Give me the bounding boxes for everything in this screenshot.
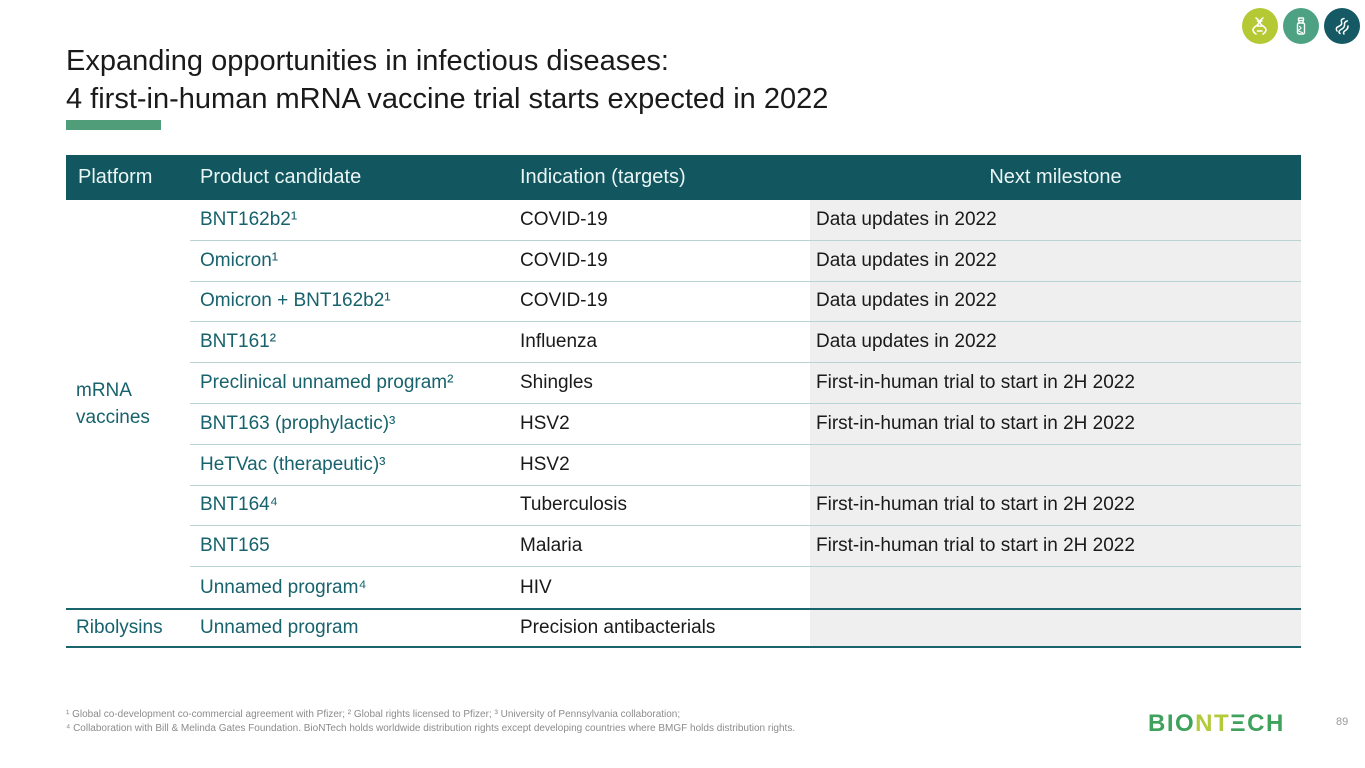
title-line-2: 4 first-in-human mRNA vaccine trial star… — [66, 83, 829, 115]
pipeline-table: Platform Product candidate Indication (t… — [66, 155, 1301, 648]
page-number: 89 — [1336, 716, 1349, 728]
protein-helix-icon — [1324, 8, 1360, 44]
header-indication: Indication (targets) — [520, 166, 686, 188]
product-cell: BNT163 (prophylactic)³ — [190, 404, 510, 445]
indication-cell: COVID-19 — [510, 241, 810, 282]
product-cell: Unnamed program⁴ — [200, 576, 367, 598]
milestone-cell — [810, 444, 1301, 486]
product-cell: BNT165 — [190, 526, 510, 568]
vaccine-vial-icon — [1283, 8, 1319, 44]
table-row-ribolysins: Ribolysins Unnamed program Precision ant… — [66, 607, 1301, 648]
milestone-cell: First-in-human trial to start in 2H 2022 — [810, 485, 1301, 527]
footnote-line-1: ¹ Global co-development co-commercial ag… — [66, 709, 681, 720]
product-cell: Preclinical unnamed program² — [190, 363, 510, 404]
milestone-cell: First-in-human trial to start in 2H 2022 — [810, 403, 1301, 445]
indication-cell: HSV2 — [510, 445, 810, 486]
milestone-cell: First-in-human trial to start in 2H 2022 — [810, 526, 1301, 568]
milestone-cell — [810, 567, 1301, 608]
footnotes: ¹ Global co-development co-commercial ag… — [66, 708, 795, 735]
title-accent-bar — [66, 120, 161, 130]
milestone-cell — [810, 609, 1301, 646]
logo-part-nt: NT — [1195, 710, 1231, 737]
indication-cell: Shingles — [510, 363, 810, 404]
header-product-candidate: Product candidate — [200, 166, 362, 188]
milestone-cell: Data updates in 2022 — [810, 322, 1301, 364]
rna-strand-icon — [1242, 8, 1278, 44]
logo-part-ech: ΞCH — [1230, 710, 1285, 737]
header-platform: Platform — [78, 166, 153, 188]
product-cell: Omicron¹ — [190, 241, 510, 282]
product-cell: HeTVac (therapeutic)³ — [190, 445, 510, 486]
logo-part-bio: BIO — [1148, 710, 1196, 737]
indication-cell: COVID-19 — [510, 282, 810, 323]
table-header-row: Platform Product candidate Indication (t… — [66, 155, 1301, 200]
title-line-1: Expanding opportunities in infectious di… — [66, 45, 669, 77]
platform-group-ribolysins: Ribolysins — [76, 616, 163, 638]
indication-cell: HSV2 — [510, 404, 810, 445]
milestone-cell: Data updates in 2022 — [810, 200, 1301, 241]
indication-cell: COVID-19 — [510, 200, 810, 241]
footnote-line-2: ⁴ Collaboration with Bill & Melinda Gate… — [66, 722, 796, 734]
indication-cell: Tuberculosis — [510, 486, 810, 527]
product-cell: Unnamed program — [200, 616, 359, 638]
product-cell: Omicron + BNT162b2¹ — [190, 282, 510, 323]
indication-cell: Precision antibacterials — [520, 616, 716, 638]
product-cell: BNT162b2¹ — [190, 200, 510, 241]
indication-cell: Malaria — [510, 526, 810, 568]
product-cell: BNT164⁴ — [190, 486, 510, 527]
biontech-logo: BIONTΞCH — [1148, 710, 1285, 738]
milestone-cell: First-in-human trial to start in 2H 2022 — [810, 363, 1301, 404]
product-cell: BNT161² — [190, 322, 510, 364]
badge-row — [1242, 8, 1360, 44]
indication-cell: Influenza — [510, 322, 810, 364]
platform-group-mrna-vaccines: mRNA vaccines — [76, 379, 150, 428]
header-next-milestone: Next milestone — [989, 166, 1122, 188]
milestone-cell: Data updates in 2022 — [810, 240, 1301, 282]
page-title: Expanding opportunities in infectious di… — [66, 42, 828, 118]
milestone-cell: Data updates in 2022 — [810, 281, 1301, 323]
indication-cell: HIV — [520, 576, 552, 598]
table-body-mrna: mRNA vaccines BNT162b2¹ COVID-19 Data up… — [66, 200, 1301, 608]
